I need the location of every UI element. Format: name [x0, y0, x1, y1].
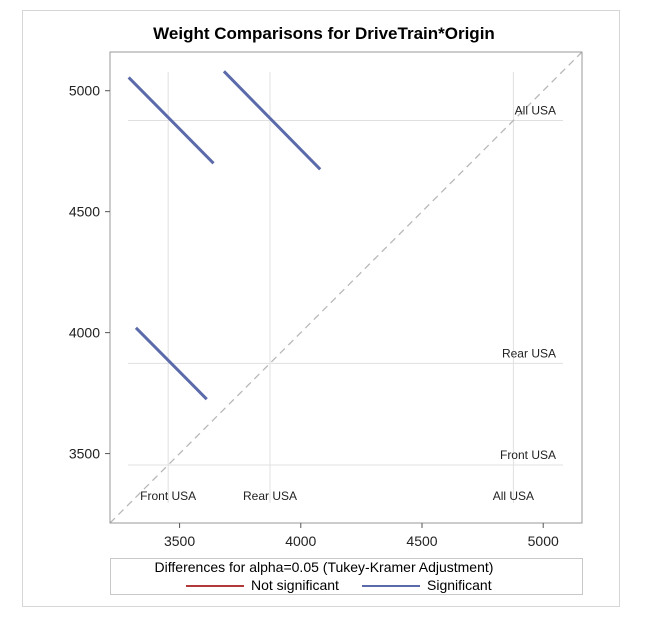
diagonal-reference-line	[109, 51, 583, 524]
group-label-x: Rear USA	[243, 489, 297, 503]
legend-item-not-significant: Not significant	[186, 577, 339, 593]
x-tick-label: 5000	[528, 533, 559, 549]
y-tick-label: 4000	[69, 325, 100, 341]
y-tick-label: 4500	[69, 204, 100, 220]
chart-title: Weight Comparisons for DriveTrain*Origin	[153, 24, 495, 43]
segment-significant-2	[134, 326, 208, 401]
legend-swatch-not-significant	[186, 585, 244, 588]
legend-title: Differences for alpha=0.05 (Tukey-Kramer…	[154, 559, 494, 575]
legend-label-not-significant: Not significant	[251, 577, 339, 593]
segment-significant-0	[127, 76, 215, 165]
legend-item-significant: Significant	[362, 577, 492, 593]
group-label-y: Front USA	[500, 448, 556, 462]
group-label-y: All USA	[515, 103, 556, 117]
plot-area	[109, 51, 583, 524]
segment-significant-1	[222, 70, 322, 171]
y-tick-label: 3500	[69, 446, 100, 462]
legend-swatch-significant	[362, 585, 420, 588]
legend	[110, 558, 583, 595]
x-tick-label: 4500	[406, 533, 437, 549]
group-label-x: All USA	[493, 489, 534, 503]
group-label-x: Front USA	[140, 489, 196, 503]
group-label-y: Rear USA	[502, 346, 556, 360]
chart-frame	[22, 10, 620, 607]
y-tick-label: 5000	[69, 83, 100, 99]
x-tick-label: 4000	[285, 533, 316, 549]
x-tick-label: 3500	[164, 533, 195, 549]
legend-label-significant: Significant	[427, 577, 492, 593]
